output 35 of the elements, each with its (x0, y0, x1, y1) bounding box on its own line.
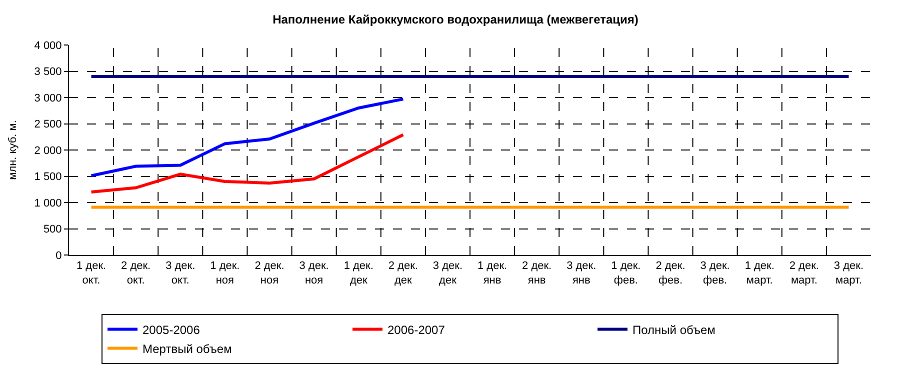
y-axis-title: млн. куб. м. (6, 120, 19, 180)
legend-label: 2005-2006 (142, 322, 200, 337)
x-tick-label: 2 дек. янв (522, 260, 552, 286)
x-tick-label: 1 дек. фев. (611, 260, 641, 286)
legend-label: Полный объем (632, 322, 716, 337)
y-tick-label: 2 000 (34, 144, 62, 157)
x-tick-label: 2 дек. ноя (254, 260, 284, 286)
y-tick-label: 0 (56, 250, 62, 262)
legend-label: Мертвый объем (142, 342, 232, 356)
x-tick-label: 3 дек. янв (566, 260, 596, 286)
x-tick-label: 3 дек. фев. (700, 260, 730, 286)
x-tick-label: 2 дек. окт. (121, 260, 151, 286)
x-tick-label: 1 дек. дек (344, 260, 374, 286)
chart-title: Наполнение Кайроккумского водохранилища (межвегетация) (272, 12, 638, 26)
y-tick-label: 1 500 (34, 171, 62, 184)
x-tick-label: 3 дек. ноя (299, 260, 329, 286)
y-tick-label: 1 000 (34, 197, 62, 210)
y-tick-label: 500 (43, 224, 62, 236)
y-tick-label: 4 000 (34, 40, 62, 52)
x-tick-label: 2 дек. фев. (656, 260, 686, 286)
line-series (90, 98, 405, 178)
x-tick-label: 1 дек. ноя (210, 260, 240, 286)
x-tick-label: 2 дек. дек (388, 260, 418, 286)
legend-label: 2006-2007 (388, 322, 446, 337)
y-tick-label: 2 500 (34, 118, 62, 131)
x-tick-label: 3 дек. окт. (166, 260, 196, 286)
x-tick-label: 1 дек. март. (744, 260, 774, 286)
x-tick-label: 3 дек. дек (432, 260, 463, 286)
x-tick-label: 3 дек. март. (834, 260, 864, 286)
x-tick-label: 1 дек. янв (477, 260, 508, 286)
x-tick-label: 2 дек. март. (789, 260, 819, 286)
x-tick-label: 1 дек. окт. (76, 260, 106, 286)
y-tick-label: 3 500 (34, 66, 62, 78)
line-series (90, 133, 405, 194)
y-tick-label: 3 000 (34, 92, 62, 104)
